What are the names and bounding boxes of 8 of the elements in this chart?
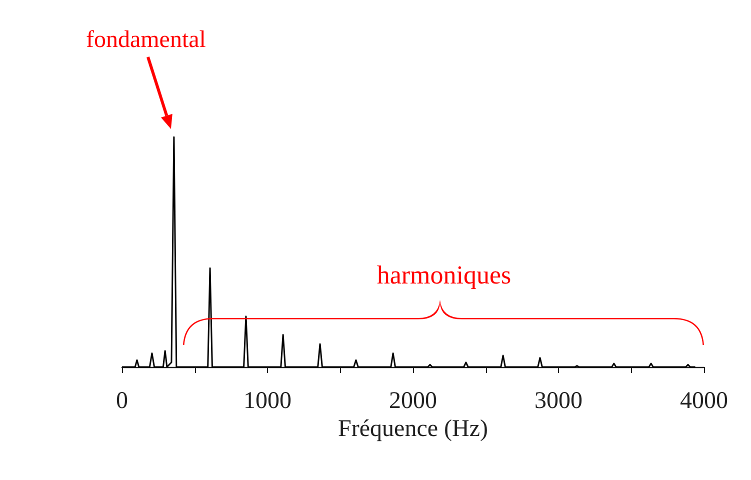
x-tick-label: 3000 bbox=[534, 388, 582, 414]
x-tick-label: 2000 bbox=[389, 388, 437, 414]
x-tick-label: 0 bbox=[116, 388, 128, 414]
x-axis-title: Fréquence (Hz) bbox=[338, 416, 488, 442]
annotation: harmoniques bbox=[376, 260, 512, 290]
x-tick-label: 4000 bbox=[680, 388, 728, 414]
text: fondamental bbox=[86, 27, 206, 53]
x-tick-label: 1000 bbox=[244, 388, 292, 414]
